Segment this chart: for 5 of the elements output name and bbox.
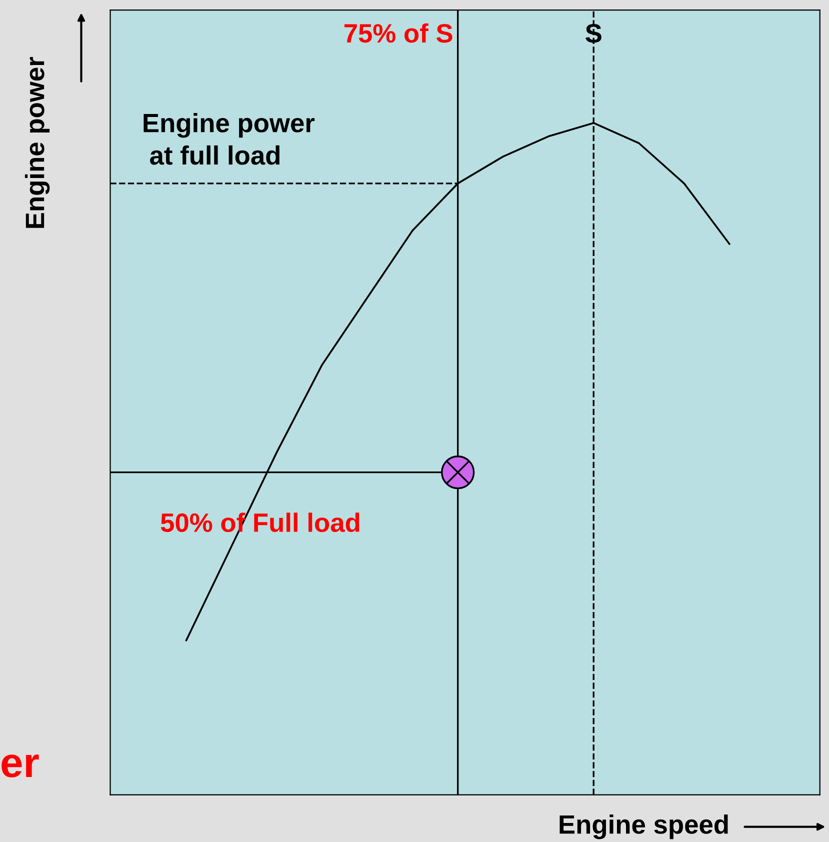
text: er (2, 754, 39, 778)
ref-line-label: Engine power at full load (144, 113, 315, 165)
text: 75% of S (344, 23, 452, 43)
x-axis-title: Engine speed (560, 814, 728, 840)
y-axis-title: Engine power (24, 57, 50, 228)
